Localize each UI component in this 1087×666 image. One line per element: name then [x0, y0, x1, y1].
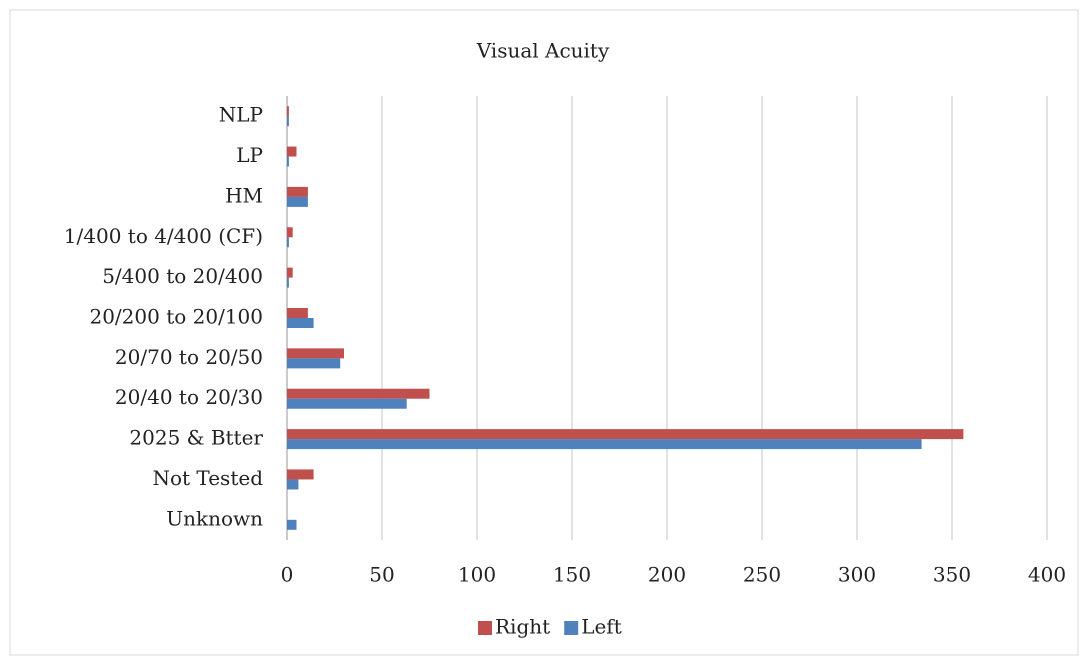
bar — [287, 439, 922, 450]
bar — [287, 186, 308, 197]
x-tick-label: 100 — [458, 563, 496, 587]
bar — [287, 469, 314, 480]
bar — [287, 429, 964, 440]
bar — [287, 196, 308, 207]
chart-title: Visual Acuity — [476, 39, 610, 63]
bar — [287, 479, 299, 490]
bar — [287, 348, 344, 359]
legend-swatch — [564, 621, 579, 635]
x-tick-label: 50 — [369, 563, 394, 587]
y-tick-label: 2025 & Btter — [129, 426, 263, 450]
y-tick-label: Not Tested — [153, 466, 264, 490]
x-tick-label: 350 — [933, 563, 971, 587]
bar — [287, 358, 341, 369]
bar — [287, 116, 289, 127]
bar — [287, 398, 407, 409]
bar — [287, 308, 308, 318]
bar — [287, 227, 293, 238]
legend-label: Right — [495, 615, 550, 639]
y-tick-label: HM — [225, 183, 263, 207]
x-tick-label: 400 — [1028, 563, 1066, 587]
y-tick-label: NLP — [219, 103, 263, 127]
bar — [287, 146, 297, 157]
bar — [287, 156, 289, 167]
bar — [287, 277, 289, 288]
x-tick-label: 200 — [648, 563, 686, 587]
x-tick-label: 0 — [281, 563, 294, 587]
y-tick-label: 20/70 to 20/50 — [115, 345, 263, 369]
bar — [287, 237, 289, 248]
legend-label: Left — [581, 615, 622, 639]
chart-frame — [9, 9, 1079, 656]
x-tick-label: 300 — [838, 563, 876, 587]
y-tick-label: 5/400 to 20/400 — [102, 264, 263, 288]
y-tick-label: 20/40 to 20/30 — [115, 385, 263, 409]
legend-swatch — [478, 621, 492, 635]
y-tick-label: 1/400 to 4/400 (CF) — [64, 224, 263, 248]
y-tick-label: Unknown — [166, 506, 263, 530]
y-tick-label: 20/200 to 20/100 — [89, 305, 263, 329]
bar — [287, 519, 297, 530]
x-tick-label: 250 — [743, 563, 781, 587]
bar — [287, 388, 430, 399]
bar — [287, 318, 314, 328]
y-tick-label: LP — [236, 143, 263, 167]
x-tick-label: 150 — [553, 563, 591, 587]
bar — [287, 267, 293, 278]
bar — [287, 106, 289, 117]
